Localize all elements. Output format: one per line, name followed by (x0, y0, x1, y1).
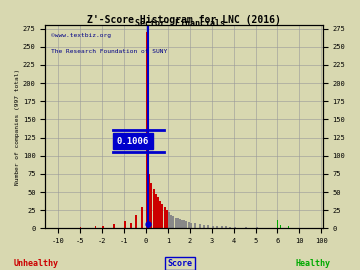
Bar (135, 215, 137, 228)
Bar (170, 215, 172, 228)
Text: Healthy: Healthy (296, 259, 331, 268)
Bar (87, 227, 88, 228)
Bar (212, 225, 214, 228)
Bar (288, 226, 289, 228)
Bar (179, 219, 181, 228)
Bar (155, 194, 157, 228)
Bar (256, 227, 258, 228)
Bar (80, 227, 81, 228)
Bar (183, 221, 185, 228)
Bar (153, 188, 155, 228)
Bar (225, 226, 227, 228)
Bar (124, 221, 126, 228)
Bar (113, 224, 115, 228)
Bar (207, 225, 210, 228)
Bar (194, 223, 196, 228)
Bar (234, 227, 236, 228)
Bar (245, 227, 247, 228)
Bar (140, 207, 143, 228)
Text: ©www.textbiz.org: ©www.textbiz.org (51, 33, 111, 38)
Bar (172, 216, 174, 228)
Text: Score: Score (167, 259, 193, 268)
Bar (150, 183, 152, 228)
Bar (188, 222, 190, 228)
Bar (175, 218, 176, 228)
Bar (159, 201, 161, 228)
Text: 0.1006: 0.1006 (117, 137, 149, 146)
Bar (102, 225, 104, 228)
Bar (161, 204, 163, 228)
Bar (157, 197, 159, 228)
Bar (146, 32, 148, 228)
Bar (229, 227, 231, 228)
Bar (166, 210, 168, 228)
Bar (168, 212, 170, 228)
Bar (130, 223, 132, 228)
Bar (163, 207, 166, 228)
Bar (95, 226, 96, 228)
Bar (181, 220, 183, 228)
Text: Sector: Financials: Sector: Financials (135, 19, 225, 28)
Bar (203, 225, 205, 228)
Text: Unhealthy: Unhealthy (14, 259, 58, 268)
Bar (280, 225, 281, 228)
Bar (177, 218, 179, 228)
Bar (185, 221, 188, 228)
Text: The Research Foundation of SUNY: The Research Foundation of SUNY (51, 49, 167, 55)
Title: Z'-Score Histogram for LNC (2016): Z'-Score Histogram for LNC (2016) (87, 15, 281, 25)
Bar (190, 223, 192, 228)
Bar (216, 225, 218, 228)
Bar (199, 224, 201, 228)
Y-axis label: Number of companies (997 total): Number of companies (997 total) (15, 69, 20, 185)
Bar (148, 174, 150, 228)
Bar (221, 226, 222, 228)
